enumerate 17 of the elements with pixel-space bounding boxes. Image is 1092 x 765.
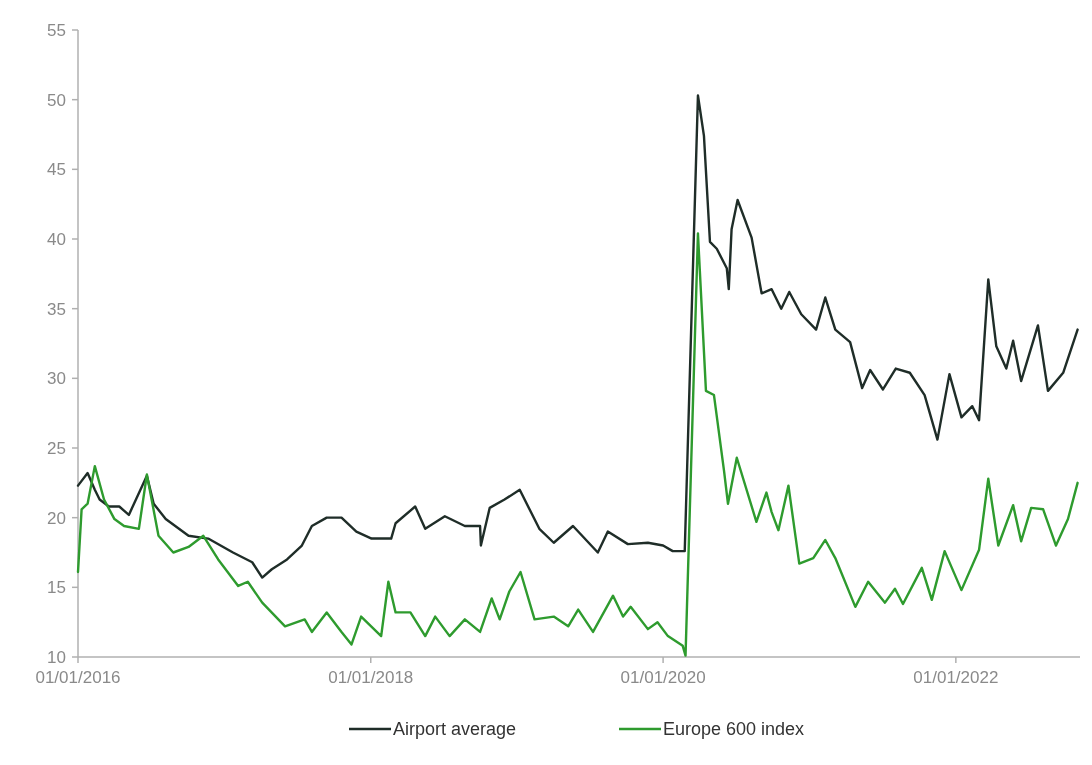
y-tick-label: 20: [47, 508, 66, 528]
x-tick-label: 01/01/2016: [35, 668, 121, 687]
y-tick-label: 30: [47, 369, 66, 389]
x-tick-label: 01/01/2018: [328, 668, 414, 687]
y-tick-label: 55: [47, 20, 66, 40]
legend-label: Europe 600 index: [663, 719, 805, 740]
y-tick-label: 45: [47, 160, 66, 180]
x-tick-label: 01/01/2020: [620, 668, 706, 687]
y-tick-label: 35: [47, 299, 66, 319]
y-tick-label: 40: [47, 229, 66, 249]
y-tick-label: 10: [47, 647, 66, 667]
y-tick-label: 25: [47, 438, 66, 458]
y-tick-label: 15: [47, 578, 66, 598]
line-series: [76, 94, 1079, 579]
x-tick-label: 01/01/2022: [913, 668, 999, 687]
legend-label: Airport average: [393, 719, 517, 740]
y-tick-label: 50: [47, 90, 66, 110]
